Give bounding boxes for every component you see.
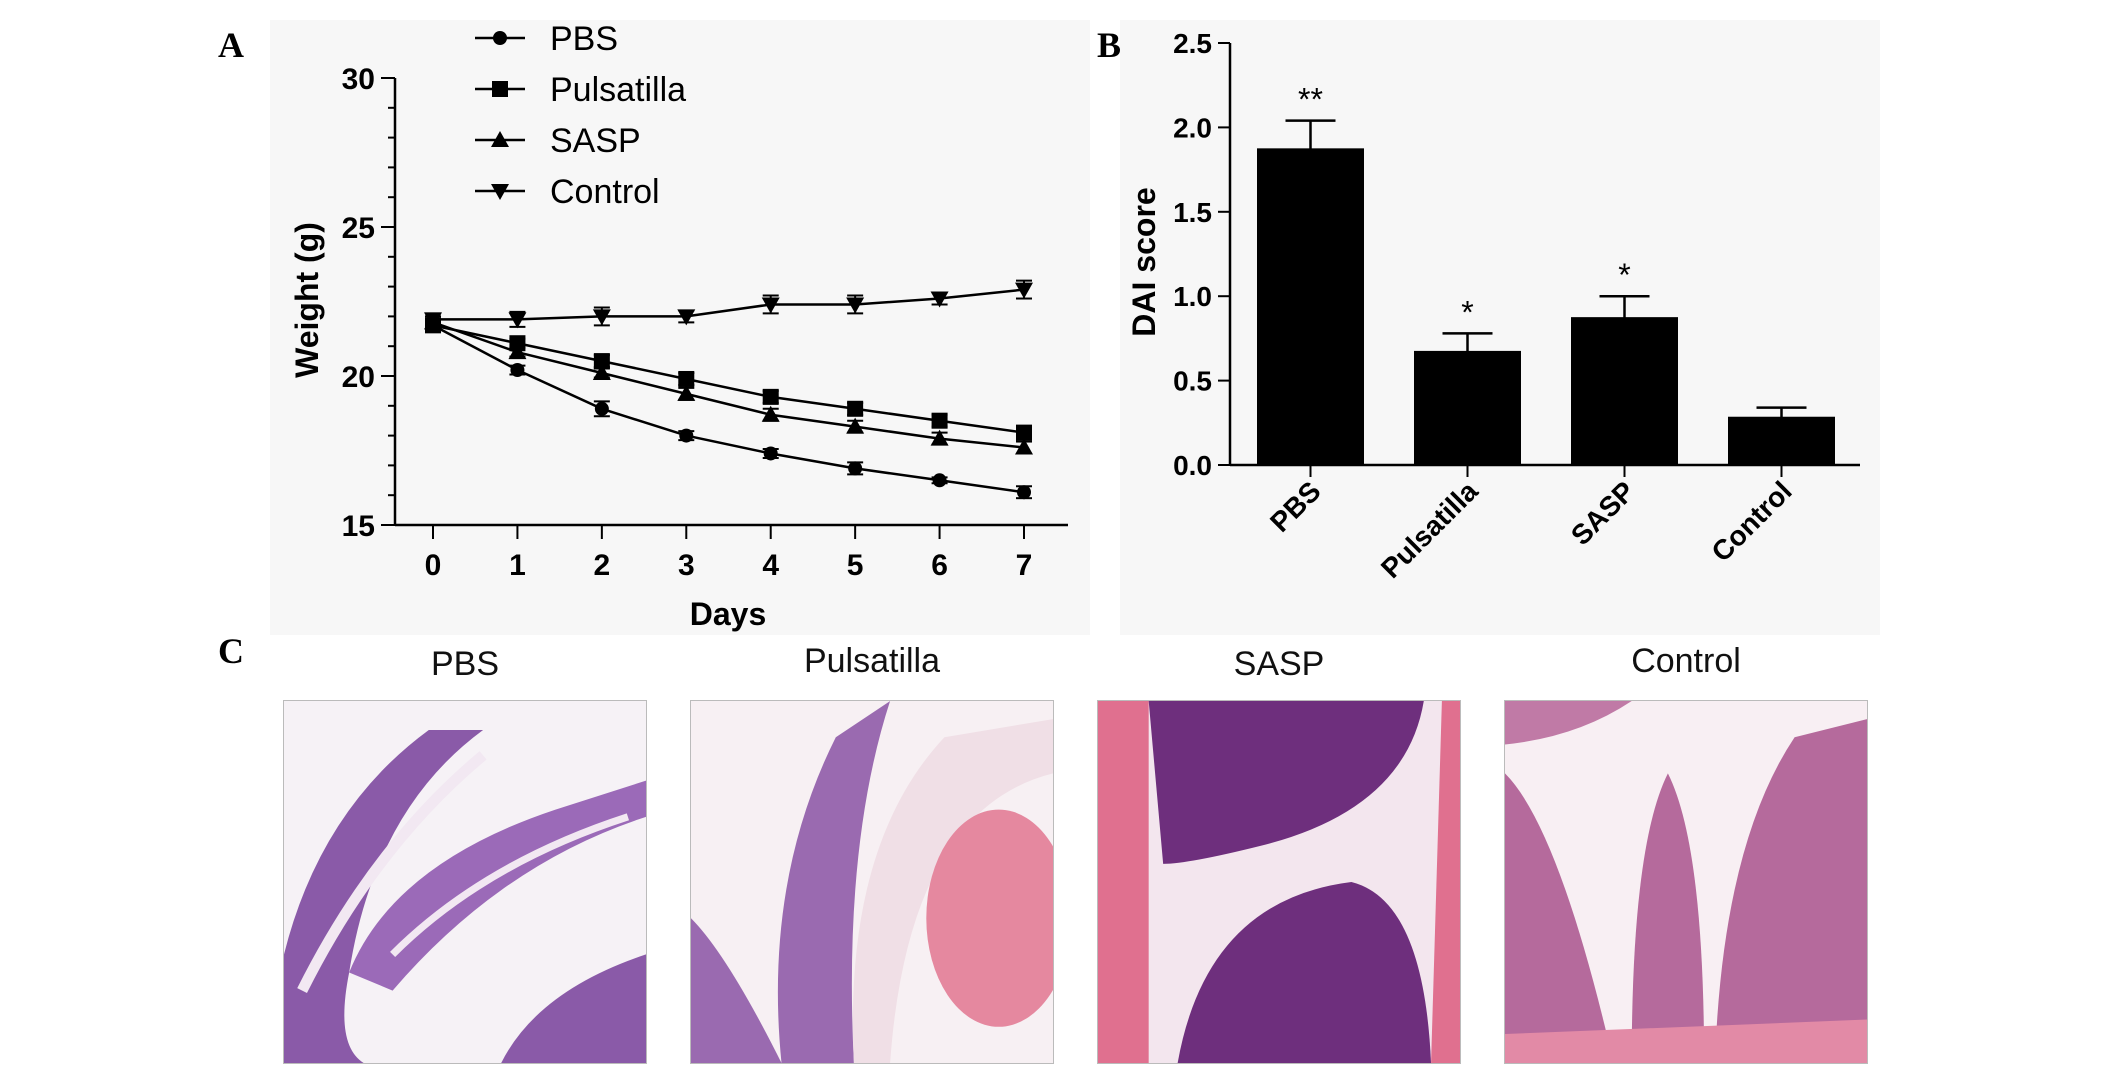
series-pulsatilla [425, 317, 1032, 441]
series-sasp [424, 313, 1033, 455]
weight-line-chart: 15 20 25 30 0 1 2 3 4 5 6 7 Days Weight (g) PBS Pulsati… [289, 20, 1068, 632]
y-axis-label: Weight (g) [289, 222, 325, 378]
data-point [761, 297, 780, 314]
micrograph-pulsatilla [690, 700, 1054, 1064]
x-tick-label: 2 [594, 549, 611, 582]
y-tick-label: 25 [342, 212, 375, 245]
data-point [508, 343, 527, 360]
x-tick-label: 3 [678, 549, 695, 582]
data-point [930, 291, 949, 308]
data-point [1015, 282, 1033, 299]
y-tick-label: 0.5 [1173, 366, 1212, 397]
data-point [678, 370, 695, 387]
data-point [593, 353, 610, 370]
legend-marker [491, 131, 509, 147]
panel-label-b: B [1097, 25, 1122, 65]
x-tick-label: SASP [1565, 475, 1641, 551]
legend-marker [492, 81, 508, 97]
x-axis-label: Days [690, 596, 767, 632]
panel-label-c: C [218, 631, 244, 671]
data-point [1016, 424, 1032, 441]
data-point [846, 297, 865, 314]
micrograph-label-control: Control [1631, 642, 1741, 680]
data-point [510, 363, 525, 378]
legend-label: SASP [550, 122, 641, 160]
dai-bar-chart: 0.0 0.5 1.0 1.5 2.0 2.5 DAI score ** PBS * Pulsati… [1126, 28, 1860, 584]
significance-marker: * [1461, 294, 1473, 330]
series-line [432, 321, 1025, 449]
y-axis-label: DAI score [1126, 187, 1162, 336]
significance-marker: * [1618, 257, 1630, 293]
data-point [508, 312, 527, 329]
data-point [1017, 485, 1031, 500]
significance-marker: ** [1298, 82, 1323, 118]
legend-marker [493, 31, 507, 45]
data-point [594, 401, 609, 416]
data-point [762, 388, 779, 405]
x-tick-label: 4 [762, 549, 779, 582]
data-point [931, 412, 948, 429]
data-point [592, 309, 611, 326]
data-point [763, 446, 778, 461]
x-tick-label: Control [1705, 475, 1797, 567]
y-tick-label: 2.5 [1173, 28, 1212, 59]
series-line [432, 324, 1025, 434]
data-point [677, 384, 696, 401]
bar-pbs [1257, 148, 1364, 466]
x-tick-label: PBS [1264, 475, 1327, 538]
data-point [1015, 438, 1033, 455]
legend: PBS Pulsatilla SASP Control [475, 20, 686, 211]
x-tick-label: 0 [425, 549, 442, 582]
micrograph-label-pulsatilla: Pulsatilla [803, 642, 941, 680]
data-point [677, 309, 696, 326]
micrograph-label-sasp: SASP [1233, 645, 1325, 683]
bar-chart-background [1120, 20, 1880, 635]
y-tick-label: 20 [342, 361, 375, 394]
y-tick-label: 1.5 [1173, 197, 1212, 228]
y-tick-label: 1.0 [1173, 281, 1212, 312]
y-tick-label: 15 [342, 510, 375, 543]
x-tick-label: 1 [509, 549, 526, 582]
micrograph-sasp [1097, 700, 1461, 1064]
y-tick-label: 30 [342, 63, 375, 96]
legend-label: PBS [550, 20, 618, 58]
legend-label: Control [550, 173, 660, 211]
legend-marker [491, 184, 509, 200]
series-control [424, 279, 1033, 329]
panel-label-a: A [218, 25, 244, 65]
data-point [424, 312, 442, 329]
x-tick-label: 5 [847, 549, 864, 582]
legend-label: Pulsatilla [550, 71, 686, 109]
micrograph-pbs [283, 700, 647, 1064]
x-tick-label: Pulsatilla [1375, 475, 1484, 584]
bar-pulsatilla [1414, 350, 1521, 466]
data-point [679, 428, 694, 443]
micrograph-control [1504, 700, 1868, 1064]
x-tick-label: 7 [1016, 549, 1033, 582]
data-point [848, 461, 863, 476]
data-point [847, 400, 864, 417]
micrograph-label-pbs: PBS [430, 645, 500, 683]
bar-sasp [1571, 317, 1678, 467]
data-point [846, 417, 865, 434]
series-line [433, 288, 1025, 321]
data-point [932, 473, 947, 488]
x-tick-label: 6 [931, 549, 948, 582]
y-tick-label: 2.0 [1173, 112, 1212, 143]
data-point [930, 429, 949, 446]
data-point [592, 364, 611, 381]
series-line [432, 324, 1025, 494]
bar-control [1728, 416, 1835, 466]
y-tick-label: 0.0 [1173, 450, 1212, 481]
line-chart-background [270, 20, 1090, 635]
data-point [761, 405, 780, 422]
